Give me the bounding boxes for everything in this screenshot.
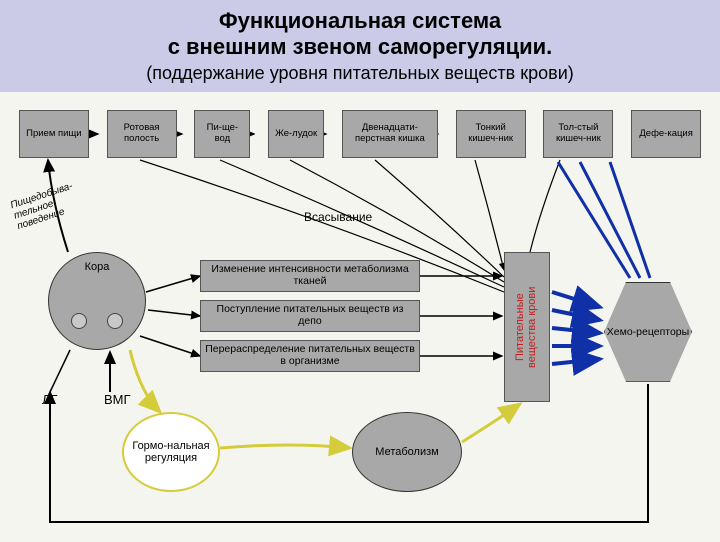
inner-node-left (71, 313, 87, 329)
box-intake: Прием пищи (19, 110, 89, 158)
box-large-intestine: Тол-стый кишеч-ник (543, 110, 613, 158)
box-redistribution: Перераспределение питательных веществ в … (200, 340, 420, 372)
vmg-label: ВМГ (104, 392, 131, 407)
lg-label: ЛГ (42, 392, 58, 407)
cortex-circle: Кора ↑↑↑↑ (48, 252, 146, 350)
box-nutrient-depot: Поступление питательных веществ из депо (200, 300, 420, 332)
behavior-label: Пищедобыва-тельное поведение (9, 173, 105, 232)
absorption-label: Всасывание (304, 210, 372, 224)
title: Функциональная система с внешним звеном … (12, 8, 708, 61)
title-line2: с внешним звеном саморегуляции. (168, 34, 553, 59)
box-metabolism-intensity: Изменение интенсивности метаболизма ткан… (200, 260, 420, 292)
metabolism-label: Метаболизм (375, 446, 438, 458)
box-esophagus: Пи-ще-вод (194, 110, 250, 158)
nutrients-label: Питательные вещества крови (514, 267, 538, 387)
metabolism-circle: Метаболизм (352, 412, 462, 492)
box-oral: Ротовая полость (107, 110, 177, 158)
digestive-chain: Прием пищи Ротовая полость Пи-ще-вод Же-… (0, 110, 720, 158)
hex-shape: Хемо-рецепторы (604, 282, 692, 382)
diagram-area: Прием пищи Ротовая полость Пи-ще-вод Же-… (0, 92, 720, 542)
chemoreceptors-hexagon: Хемо-рецепторы (604, 282, 692, 382)
box-stomach: Же-лудок (268, 110, 324, 158)
inner-node-right (107, 313, 123, 329)
box-small-intestine: Тонкий кишеч-ник (456, 110, 526, 158)
box-defecation: Дефе-кация (631, 110, 701, 158)
title-line1: Функциональная система (219, 8, 501, 33)
subtitle: (поддержание уровня питательных веществ … (12, 63, 708, 84)
box-duodenum: Двенадцати-перстная кишка (342, 110, 438, 158)
hormone-circle: Гормо-нальная регуляция (122, 412, 220, 492)
slide-header: Функциональная система с внешним звеном … (0, 0, 720, 92)
hormone-label: Гормо-нальная регуляция (124, 440, 218, 464)
cortex-label: Кора (85, 261, 110, 273)
hex-label: Хемо-рецепторы (607, 326, 689, 338)
